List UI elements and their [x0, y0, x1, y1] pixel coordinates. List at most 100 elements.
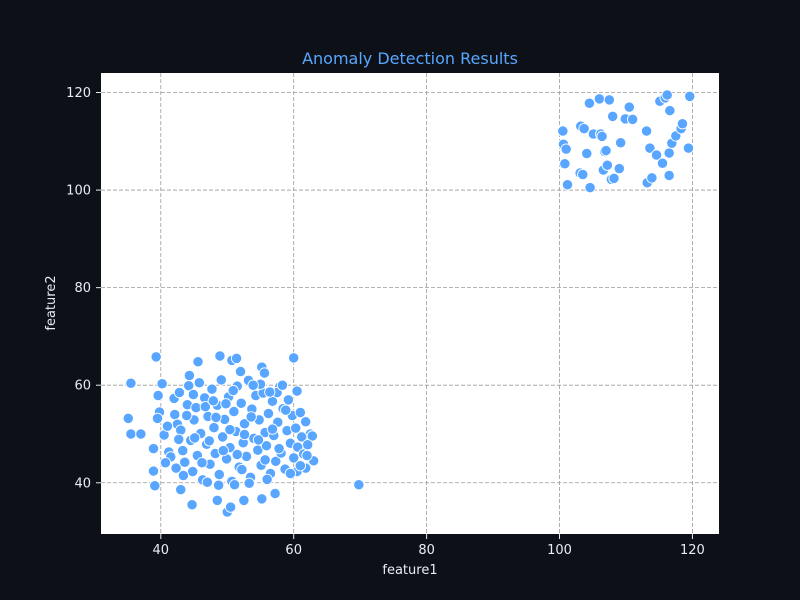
data-point — [261, 473, 273, 486]
data-point — [608, 172, 620, 185]
data-point — [187, 465, 199, 478]
data-point — [266, 423, 279, 435]
data-point — [236, 463, 248, 476]
y-tick-label: 40 — [74, 476, 91, 491]
chart-title: Anomaly Detection Results — [302, 49, 518, 68]
data-point — [656, 157, 669, 169]
data-point — [245, 411, 257, 423]
data-point — [135, 428, 147, 440]
data-point — [262, 407, 275, 420]
data-point — [224, 423, 236, 436]
data-point — [147, 465, 160, 477]
data-point — [177, 469, 190, 482]
data-point — [181, 409, 193, 422]
data-point — [189, 432, 201, 444]
data-point — [291, 385, 303, 397]
data-point — [302, 439, 314, 451]
data-point — [228, 405, 240, 418]
data-point — [201, 476, 213, 488]
data-point — [294, 406, 307, 419]
data-point — [173, 433, 185, 446]
data-point — [557, 125, 569, 137]
data-point — [243, 477, 255, 489]
data-point — [187, 388, 200, 401]
data-point — [192, 356, 204, 368]
y-axis-label: feature2 — [44, 275, 59, 330]
data-point — [256, 493, 268, 505]
data-point — [288, 352, 300, 364]
data-point — [151, 412, 164, 425]
data-point — [560, 143, 572, 155]
data-point — [147, 442, 160, 455]
data-point — [206, 383, 218, 395]
axis-ticks: 40 60 80 100 120 40 60 80 100 120 — [66, 86, 705, 558]
data-point — [613, 162, 625, 175]
data-point — [300, 416, 312, 428]
data-point — [217, 444, 229, 457]
data-point — [646, 172, 658, 184]
data-point — [228, 479, 241, 491]
x-tick-label: 100 — [547, 543, 572, 558]
data-point — [231, 448, 243, 461]
data-point — [150, 351, 162, 363]
data-point — [663, 147, 675, 159]
data-point — [280, 404, 292, 416]
data-point — [664, 104, 676, 117]
data-point — [301, 449, 313, 462]
data-point — [159, 457, 172, 469]
x-tick-label: 80 — [418, 543, 435, 558]
data-point — [682, 142, 695, 154]
data-point — [175, 483, 187, 496]
data-point — [190, 402, 202, 414]
data-point — [238, 494, 250, 506]
data-point — [264, 386, 276, 398]
x-tick-label: 40 — [153, 543, 170, 558]
data-point — [240, 450, 253, 463]
data-point — [684, 90, 696, 103]
data-point — [601, 159, 614, 171]
data-point — [615, 137, 627, 149]
data-point — [247, 379, 259, 391]
data-point — [559, 158, 571, 170]
x-axis-label: feature1 — [382, 563, 437, 578]
data-point — [224, 501, 237, 513]
data-point — [353, 479, 365, 491]
data-point — [196, 457, 208, 469]
data-point — [183, 369, 196, 382]
data-point — [203, 435, 215, 447]
data-point — [593, 93, 606, 105]
plot-area — [101, 73, 719, 534]
data-point — [294, 460, 307, 472]
data-point — [177, 444, 189, 457]
data-point — [227, 384, 239, 397]
data-point — [170, 462, 182, 474]
data-point — [220, 398, 232, 410]
data-point — [626, 113, 639, 125]
data-point — [600, 144, 612, 157]
data-point — [282, 394, 295, 406]
data-point — [230, 352, 243, 365]
data-point — [211, 494, 223, 506]
data-point — [577, 168, 589, 181]
data-point — [213, 468, 225, 481]
data-point — [183, 380, 195, 392]
data-point — [149, 480, 161, 492]
y-tick-label: 80 — [74, 281, 91, 296]
data-point — [584, 181, 596, 194]
data-point — [215, 374, 227, 386]
data-point — [296, 431, 308, 443]
data-point — [125, 377, 137, 389]
data-point — [640, 125, 653, 137]
data-point — [125, 428, 137, 440]
data-point — [644, 142, 656, 154]
data-point — [152, 389, 164, 402]
data-point — [186, 499, 198, 511]
data-point — [173, 386, 186, 399]
data-point — [663, 169, 675, 182]
data-point — [208, 422, 220, 434]
data-point — [179, 456, 191, 468]
y-tick-label: 100 — [66, 184, 91, 199]
data-point — [193, 377, 205, 389]
data-point — [561, 179, 574, 191]
